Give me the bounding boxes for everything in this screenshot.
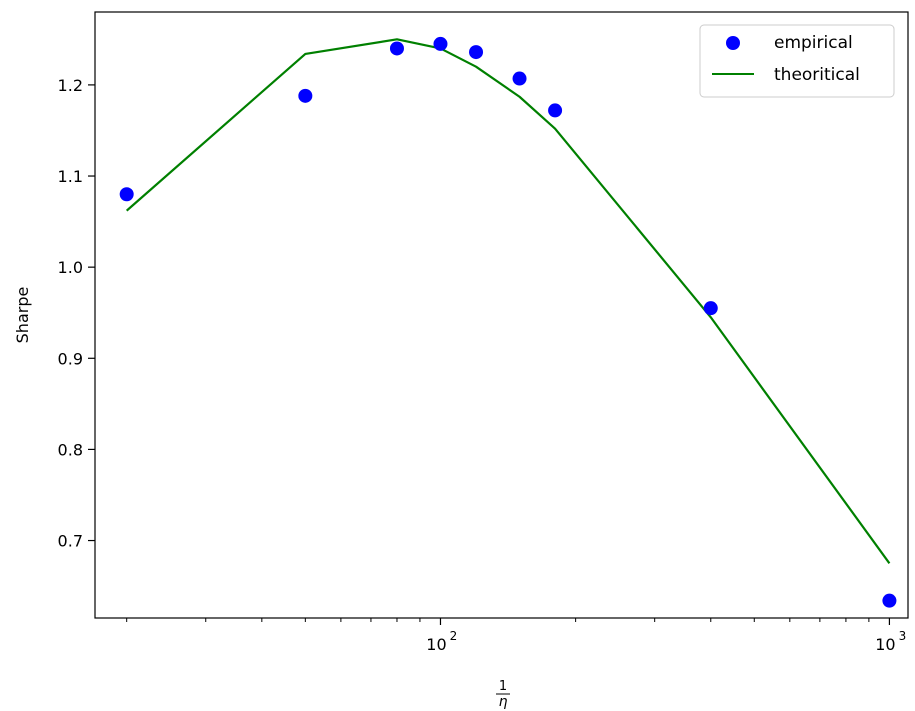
y-tick-label: 0.8 [58,440,83,459]
legend-label-theoritical: theoritical [774,65,860,85]
y-axis-label: Sharpe [13,287,32,344]
legend-label-empirical: empirical [774,33,853,53]
scatter-point-empirical [433,36,448,51]
x-tick-label-exponent: 2 [450,629,458,643]
scatter-point-empirical [512,71,527,86]
y-tick-label: 1.0 [58,258,83,277]
y-axis: 0.7 0.8 0.9 1.0 1.1 1.2 [58,76,95,551]
legend: empirical theoritical [699,24,895,98]
scatter-point-empirical [703,301,718,316]
y-tick-label: 1.1 [58,167,83,186]
y-tick-label: 1.2 [58,76,83,95]
x-tick-label: 10 [875,635,895,654]
x-axis: 10 2 10 3 [426,618,906,654]
x-tick-label: 10 [426,635,446,654]
legend-marker-empirical [726,36,740,50]
scatter-point-empirical [389,41,404,56]
y-tick-label: 0.7 [58,532,83,551]
scatter-point-empirical [548,103,563,118]
plot-area [119,36,897,608]
x-axis-label-denominator: η [499,694,508,710]
scatter-point-empirical [119,187,134,202]
scatter-point-empirical [469,45,484,60]
scatter-point-empirical [882,593,897,608]
series-line-theoritical [125,38,891,564]
x-axis-label: 1 η [496,679,510,710]
x-minor-ticks [126,618,870,622]
x-tick-label-exponent: 3 [899,629,907,643]
plot-frame [94,11,909,619]
legend-box [699,24,895,98]
scatter-point-empirical [298,88,313,103]
x-axis-label-numerator: 1 [499,679,507,694]
y-tick-label: 0.9 [58,349,83,368]
